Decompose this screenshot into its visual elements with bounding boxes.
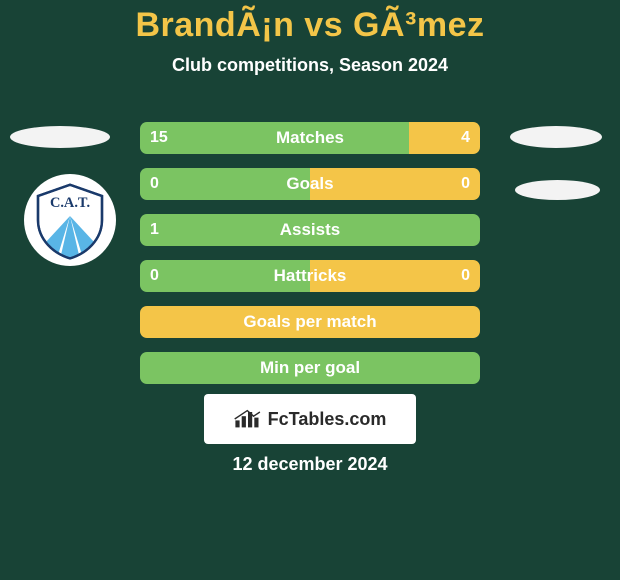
stat-bar: Hattricks0 0 bbox=[140, 260, 480, 292]
watermark: FcTables.com bbox=[204, 394, 416, 444]
stat-bar: Assists1 bbox=[140, 214, 480, 246]
bar-label: Goals per match bbox=[140, 312, 480, 332]
watermark-prefix: Fc bbox=[268, 409, 289, 429]
stat-bar: Goals per match bbox=[140, 306, 480, 338]
shield-icon: C.A.T. bbox=[30, 180, 110, 260]
bar-value-left: 0 bbox=[140, 168, 169, 200]
bar-label: Goals bbox=[140, 174, 480, 194]
bar-label: Hattricks bbox=[140, 266, 480, 286]
page-title: BrandÃ¡n vs GÃ³mez bbox=[135, 6, 484, 45]
bar-value-right: 0 bbox=[451, 260, 480, 292]
bar-chart-icon bbox=[234, 409, 262, 429]
stat-bar: Min per goal bbox=[140, 352, 480, 384]
stat-bar: Matches15 4 bbox=[140, 122, 480, 154]
page-subtitle: Club competitions, Season 2024 bbox=[172, 55, 448, 76]
comparison-bars: Matches154Goals00Assists1Hattricks00Goal… bbox=[140, 122, 480, 384]
player-right-halo-bottom bbox=[515, 180, 600, 200]
badge-text: C.A.T. bbox=[50, 195, 90, 211]
bar-value-left: 15 bbox=[140, 122, 178, 154]
stat-bar: Goals0 0 bbox=[140, 168, 480, 200]
watermark-text: FcTables.com bbox=[268, 409, 387, 430]
player-left-halo-top bbox=[10, 126, 110, 148]
bar-value-left: 0 bbox=[140, 260, 169, 292]
date-line: 12 december 2024 bbox=[0, 454, 620, 475]
bar-value-right: 4 bbox=[451, 122, 480, 154]
player-right-halo-top bbox=[510, 126, 602, 148]
bar-label: Assists bbox=[140, 220, 480, 240]
stage: BrandÃ¡n vs GÃ³mez Club competitions, Se… bbox=[0, 0, 620, 580]
bar-value-right: 0 bbox=[451, 168, 480, 200]
bar-value-left: 1 bbox=[140, 214, 169, 246]
club-badge-left: C.A.T. bbox=[24, 174, 116, 266]
bar-label: Min per goal bbox=[140, 358, 480, 378]
watermark-rest: Tables.com bbox=[289, 409, 387, 429]
bar-label: Matches bbox=[140, 128, 480, 148]
